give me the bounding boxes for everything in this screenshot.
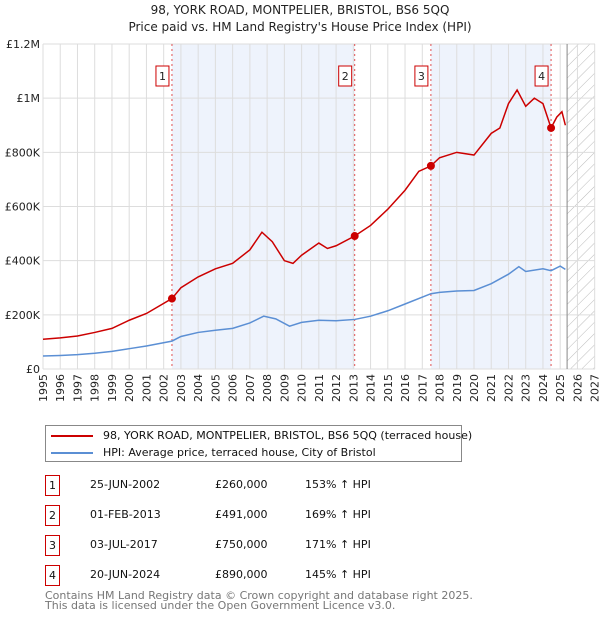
sale-point (350, 232, 359, 241)
sale-number: 2 (45, 505, 60, 526)
sale-label: 3 (418, 70, 425, 83)
x-tick-label: 2024 (537, 374, 550, 402)
sale-label-box (414, 65, 429, 87)
footer-licence: This data is licensed under the Open Gov… (45, 599, 396, 612)
sale-row: 2 01-FEB-2013 £491,000 169% ↑ HPI (45, 505, 465, 526)
sale-hpi-change: 145% ↑ HPI (305, 568, 371, 581)
legend-item-property: 98, YORK ROAD, MONTPELIER, BRISTOL, BS6 … (51, 429, 472, 442)
sale-number: 4 (45, 565, 60, 586)
x-tick-label: 2017 (416, 374, 429, 402)
sale-date: 01-FEB-2013 (90, 508, 161, 521)
x-tick-label: 2002 (158, 374, 171, 402)
hpi-line (42, 265, 566, 357)
x-tick-label: 2001 (140, 374, 153, 402)
sale-row: 3 03-JUL-2017 £750,000 171% ↑ HPI (45, 535, 465, 556)
sale-label: 4 (538, 70, 545, 83)
x-tick-label: 1997 (71, 374, 84, 402)
sale-label-box (534, 65, 549, 87)
price-chart: 1995 1996 1997 1998 1999 2000 2001 2002 2003 2004… (5, 38, 600, 402)
x-tick-label: 2019 (451, 374, 464, 402)
legend-item-hpi: HPI: Average price, terraced house, City… (51, 446, 376, 459)
x-tick-label: 1999 (106, 374, 119, 402)
footer-copyright: Contains HM Land Registry data © Crown c… (45, 589, 473, 602)
sale-hpi-change: 169% ↑ HPI (305, 508, 371, 521)
property-price-line (42, 88, 567, 340)
x-tick-label: 2009 (278, 374, 291, 402)
x-tick-label: 2027 (589, 374, 600, 402)
chart-subtitle: Price paid vs. HM Land Registry's House … (128, 20, 472, 34)
y-tick-label: £0 (26, 363, 40, 376)
sale-date: 20-JUN-2024 (90, 568, 161, 581)
sale-row: 4 20-JUN-2024 £890,000 145% ↑ HPI (45, 565, 465, 586)
y-tick-label: £1M (17, 92, 41, 105)
x-tick-label: 2006 (227, 374, 240, 402)
legend-label: HPI: Average price, terraced house, City… (103, 446, 376, 459)
y-tick-label: £600K (5, 201, 41, 214)
x-tick-label: 2007 (244, 374, 257, 402)
sale-hpi-change: 153% ↑ HPI (305, 478, 371, 491)
sale-date: 03-JUL-2017 (90, 538, 158, 551)
x-tick-label: 2012 (330, 374, 343, 402)
x-tick-label: 2011 (313, 374, 326, 402)
x-tick-label: 2015 (382, 374, 395, 402)
red-line-swatch (51, 435, 93, 437)
x-tick-label: 1998 (89, 374, 102, 402)
x-tick-label: 2000 (123, 374, 136, 402)
sale-label: 2 (342, 70, 349, 83)
x-tick-label: 2010 (296, 374, 309, 402)
x-tick-label: 2022 (502, 374, 515, 402)
sale-label: 1 (159, 70, 166, 83)
x-tick-label: 2025 (554, 374, 567, 402)
sale-point (426, 161, 435, 170)
x-tick-label: 2003 (175, 374, 188, 402)
sale-price: £890,000 (215, 568, 268, 581)
sale-number: 1 (45, 475, 60, 496)
sale-hpi-change: 171% ↑ HPI (305, 538, 371, 551)
x-tick-label: 2004 (192, 374, 205, 402)
legend: 98, YORK ROAD, MONTPELIER, BRISTOL, BS6 … (45, 425, 472, 462)
sale-price: £491,000 (215, 508, 268, 521)
sale-label-box (155, 65, 170, 87)
chart-title: 98, YORK ROAD, MONTPELIER, BRISTOL, BS6 … (150, 3, 450, 17)
sale-price: £260,000 (215, 478, 268, 491)
x-tick-label: 2013 (347, 374, 360, 402)
sale-label-box (338, 65, 353, 87)
x-tick-label: 2014 (365, 374, 378, 402)
sale-number: 3 (45, 535, 60, 556)
x-tick-label: 2016 (399, 374, 412, 402)
legend-label: 98, YORK ROAD, MONTPELIER, BRISTOL, BS6 … (103, 429, 473, 442)
sale-price: £750,000 (215, 538, 268, 551)
sale-point (547, 123, 556, 132)
sale-point (167, 294, 176, 303)
x-tick-label: 2018 (434, 374, 447, 402)
x-tick-label: 1995 (37, 374, 50, 402)
x-tick-label: 2026 (571, 374, 584, 402)
x-tick-label: 2023 (520, 374, 533, 402)
x-tick-label: 2008 (261, 374, 274, 402)
sale-date: 25-JUN-2002 (90, 478, 161, 491)
x-tick-label: 2005 (209, 374, 222, 402)
x-tick-label: 2020 (468, 374, 481, 402)
y-tick-label: £1.2M (6, 38, 40, 51)
x-tick-label: 1996 (54, 374, 67, 402)
y-tick-label: £200K (5, 309, 41, 322)
sale-row: 1 25-JUN-2002 £260,000 153% ↑ HPI (45, 475, 465, 496)
y-tick-label: £400K (5, 255, 41, 268)
y-tick-label: £800K (5, 146, 41, 159)
blue-line-swatch (51, 452, 93, 454)
x-tick-label: 2021 (485, 374, 498, 402)
